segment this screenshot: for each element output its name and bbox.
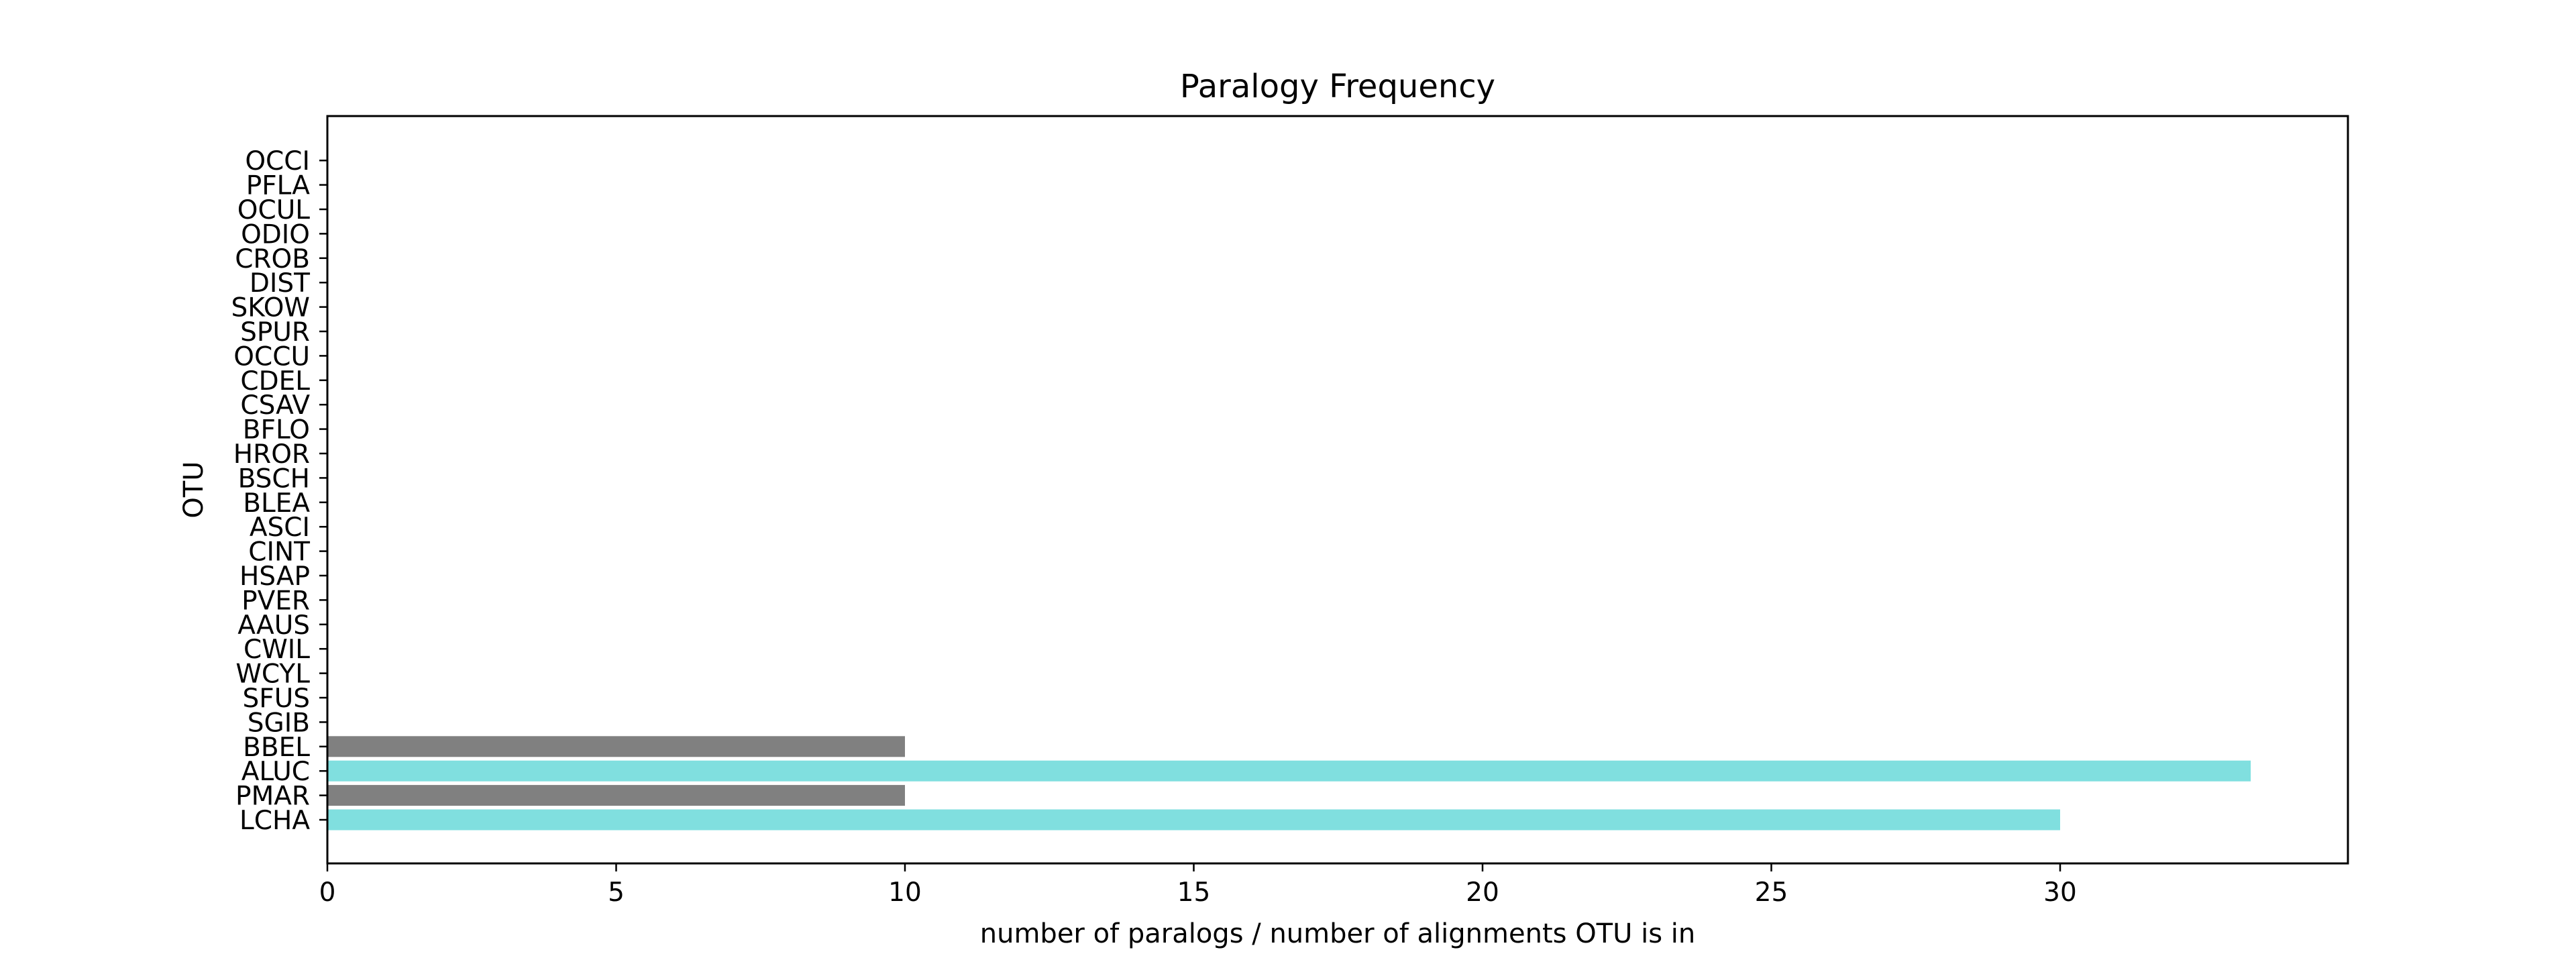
y-axis-ticks: LCHAPMARALUCBBELSGIBSFUSWCYLCWILAAUSPVER… — [231, 146, 327, 836]
y-tick-label-odio: ODIO — [241, 219, 310, 250]
y-tick-label-pver: PVER — [241, 586, 310, 616]
x-tick-label-25: 25 — [1755, 877, 1788, 908]
y-tick-label-ocul: OCUL — [237, 195, 310, 225]
bar-aluc — [327, 760, 2251, 782]
y-tick-label-aluc: ALUC — [241, 757, 310, 787]
y-tick-label-spur: SPUR — [240, 317, 310, 348]
x-tick-label-20: 20 — [1466, 877, 1499, 908]
y-tick-label-bsch: BSCH — [238, 464, 310, 494]
x-tick-label-10: 10 — [888, 877, 922, 908]
y-tick-label-pfla: PFLA — [246, 171, 311, 201]
x-tick-label-15: 15 — [1177, 877, 1211, 908]
plot-area-frame — [326, 115, 2349, 865]
chart-title: Paralogy Frequency — [1180, 68, 1495, 105]
y-tick-label-hsap: HSAP — [239, 562, 310, 592]
x-axis-ticks: 0 5 10 15 20 25 30 — [319, 863, 2077, 908]
y-tick-label-csav: CSAV — [240, 390, 310, 421]
y-axis-label: OTU — [178, 461, 209, 518]
y-tick-label-cint: CINT — [248, 537, 310, 568]
y-tick-label-pmar: PMAR — [235, 782, 310, 812]
y-tick-label-blea: BLEA — [243, 488, 310, 519]
y-tick-label-skow: SKOW — [231, 293, 310, 323]
bar-bbel — [327, 736, 905, 757]
y-tick-label-bbel: BBEL — [243, 733, 310, 763]
bar-pmar — [327, 785, 905, 806]
y-tick-label-cwil: CWIL — [244, 635, 310, 665]
y-tick-label-occu: OCCU — [233, 341, 310, 372]
y-tick-label-occi: OCCI — [245, 146, 310, 176]
y-tick-label-cdel: CDEL — [240, 366, 310, 396]
y-tick-label-hror: HROR — [233, 439, 310, 470]
bars-layer — [327, 736, 2251, 831]
y-tick-label-asci: ASCI — [250, 513, 310, 543]
x-tick-label-30: 30 — [2043, 877, 2077, 908]
y-tick-label-dist: DIST — [250, 268, 310, 299]
y-tick-label-sfus: SFUS — [243, 684, 311, 714]
x-tick-label-5: 5 — [608, 877, 625, 908]
y-tick-label-lcha: LCHA — [239, 806, 310, 836]
x-axis-label: number of paralogs / number of alignment… — [980, 918, 1695, 949]
y-tick-label-wcyl: WCYL — [235, 659, 310, 690]
x-tick-label-0: 0 — [319, 877, 336, 908]
y-tick-label-crob: CROB — [235, 244, 310, 274]
y-tick-label-sgib: SGIB — [248, 708, 310, 738]
bar-lcha — [327, 809, 2060, 831]
y-tick-label-bflo: BFLO — [243, 415, 310, 445]
y-tick-label-aaus: AAUS — [237, 610, 310, 641]
